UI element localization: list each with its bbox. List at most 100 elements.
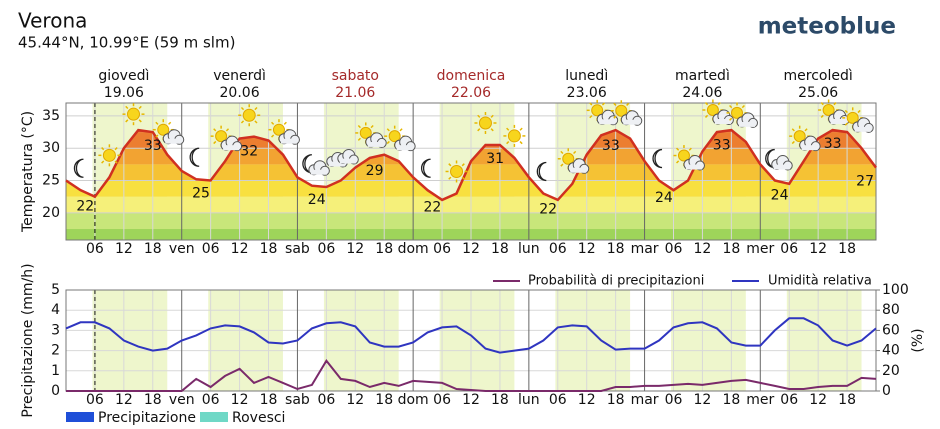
x-tick-label: 18 — [607, 241, 625, 257]
x-tick-label: dom — [398, 241, 429, 257]
x-tick-label: 18 — [607, 392, 625, 408]
x-tick-label: 12 — [231, 241, 249, 257]
weather-icon — [210, 125, 243, 152]
weather-icon — [238, 104, 261, 127]
x-tick-label: 06 — [549, 392, 567, 408]
x-tick-label: 18 — [838, 241, 856, 257]
x-tick-label: mar — [631, 392, 659, 408]
x-tick-label: 18 — [375, 241, 393, 257]
x-tick-label: 12 — [115, 241, 133, 257]
sun-ray — [125, 119, 129, 123]
sun-ray — [357, 137, 361, 141]
location-coordinates: 45.44°N, 10.99°E (59 m slm) — [18, 34, 235, 52]
y-tick-label: 30 — [42, 140, 60, 156]
x-tick-label: dom — [398, 392, 429, 408]
y-tick-label: 4 — [51, 302, 60, 318]
sun-ray — [254, 120, 258, 124]
cloud — [396, 145, 413, 151]
sun — [388, 130, 401, 143]
weather-icon — [673, 145, 705, 171]
sun-ray — [820, 102, 824, 106]
sun-ray — [519, 141, 523, 145]
x-tick-label: 06 — [86, 241, 104, 257]
sun-ray — [240, 106, 245, 111]
sun — [591, 104, 604, 117]
sun-ray — [589, 102, 593, 106]
x-tick-label: lun — [518, 392, 540, 408]
sun-ray — [704, 114, 709, 118]
cloud — [685, 164, 702, 170]
sun-ray — [138, 119, 142, 123]
x-tick-label: lun — [518, 241, 540, 257]
sun-ray — [613, 115, 617, 119]
sun-ray — [386, 140, 390, 145]
sun-ray — [114, 147, 118, 151]
daylight-band — [671, 290, 746, 391]
x-tick-label: sab — [285, 241, 310, 257]
cloud — [773, 164, 790, 170]
x-tick-label: 06 — [86, 392, 104, 408]
sun-ray — [461, 176, 465, 180]
temperature-label: 24 — [308, 192, 326, 208]
sun — [507, 129, 521, 143]
sun-ray — [519, 127, 523, 131]
cloud — [223, 145, 240, 151]
temperature-label: 32 — [240, 143, 258, 159]
temperature-label: 31 — [486, 151, 504, 167]
x-tick-label: 18 — [722, 392, 740, 408]
sun-ray — [271, 121, 275, 125]
sun-ray — [560, 150, 564, 155]
cloud — [599, 119, 616, 125]
sun — [359, 126, 372, 139]
sun-ray — [506, 141, 510, 145]
weather-icon — [474, 112, 497, 135]
x-tick-label: 12 — [809, 392, 827, 408]
sun — [846, 111, 859, 124]
sun-ray — [168, 121, 172, 125]
y-tick-label: 5 — [51, 282, 60, 298]
day-name: mercoledì — [784, 68, 853, 84]
x-tick-label: 18 — [722, 241, 740, 257]
moon — [536, 161, 547, 182]
cloud — [328, 161, 345, 167]
day-date: 20.06 — [220, 85, 260, 101]
weather-icon — [122, 103, 145, 126]
x-tick-label: 18 — [838, 392, 856, 408]
daylight-band — [786, 290, 862, 391]
sun-ray — [125, 105, 129, 110]
cloud — [165, 138, 182, 144]
x-tick-label: 12 — [462, 241, 480, 257]
sun-ray — [477, 128, 481, 132]
sun-ray — [386, 128, 390, 132]
moon — [73, 158, 84, 178]
x-tick-label: 06 — [202, 241, 220, 257]
sun-ray — [155, 134, 159, 138]
weather-icon — [818, 99, 850, 125]
sun-ray — [791, 128, 795, 132]
x-tick-label: 06 — [780, 392, 798, 408]
cloud — [739, 121, 755, 127]
weather-icon — [557, 148, 590, 174]
sun-ray — [844, 109, 848, 114]
day-name: giovedì — [98, 68, 149, 84]
day-name: sabato — [332, 68, 379, 84]
temperature-label: 25 — [192, 186, 210, 202]
sun — [272, 123, 285, 136]
sun-ray — [477, 114, 481, 118]
moon — [652, 148, 663, 169]
y2-axis-title: (%) — [910, 328, 926, 352]
legend-label: Umidità relativa — [768, 274, 872, 289]
day-date: 23.06 — [567, 85, 607, 101]
y-tick-label: 3 — [51, 322, 60, 338]
x-tick-label: 18 — [144, 392, 162, 408]
sun-ray — [626, 102, 630, 106]
x-tick-label: 12 — [694, 241, 712, 257]
weather-icon — [610, 100, 643, 126]
legend-swatch — [200, 412, 228, 422]
weather-icon — [189, 147, 200, 167]
y-tick-label: 20 — [42, 205, 60, 221]
sun-ray — [138, 105, 142, 110]
sun-ray — [399, 128, 403, 132]
x-tick-label: 12 — [346, 392, 364, 408]
